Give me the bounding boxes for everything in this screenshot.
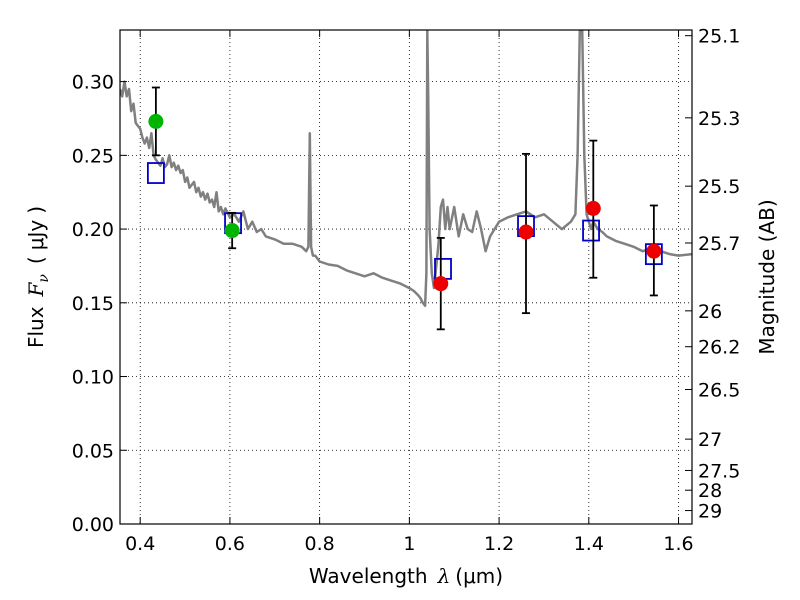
y2-tick-label: 29 [698,501,722,523]
observed-flux-point [433,276,449,292]
y-axis-flux-symbol: F [24,281,48,297]
x-axis-lambda-symbol: λ [437,564,451,588]
y2-tick-label: 27.5 [698,460,740,482]
x-tick-label: 0.6 [215,533,245,555]
x-axis-label: Wavelength λ (μm) [309,564,503,588]
x-tick-label: 1.2 [484,533,514,555]
y2-tick-label: 25.1 [698,26,740,48]
y2-tick-label: 25.3 [698,108,740,130]
observed-flux-point [224,223,240,239]
x-tick-label: 1.6 [663,533,693,555]
y-axis-label-prefix: Flux [24,306,48,348]
y2-tick-label: 25.5 [698,176,740,198]
plot-area [120,30,692,331]
y-axis-close-paren: ) [24,206,48,214]
y-tick-label: 0.25 [72,145,114,167]
y-tick-label: 0.10 [72,367,114,389]
y-tick-label: 0.05 [72,440,114,462]
y2-tick-label: 25.7 [698,233,740,255]
x-tick-label: 0.4 [125,533,155,555]
y-tick-label: 0.00 [72,514,114,536]
plot-frame [119,29,693,525]
y2-tick-label: 28 [698,480,722,502]
y-tick-label: 0.30 [72,72,114,94]
y-axis-unit: μJy [24,220,48,251]
model-band-marker [582,219,600,242]
model-spectrum-line [120,30,692,308]
y2-tick-label: 27 [698,429,722,451]
x-axis-label-prefix: Wavelength [309,564,428,588]
data-layer [120,30,692,331]
observed-flux-point [585,200,601,216]
y-tick-label: 0.20 [72,219,114,241]
y-axis-open-paren: ( [24,256,48,264]
y2-tick-label: 26 [698,301,722,323]
x-axis-unit: (μm) [455,564,503,588]
x-tick-label: 0.8 [305,533,335,555]
x-tick-label: 1.4 [574,533,604,555]
observed-flux-point [646,243,662,259]
y-axis-label: Flux Fν ( μJy) [24,206,52,348]
x-tick-label: 1 [403,533,415,555]
y-axis-nu-subscript: ν [36,274,52,283]
y-tick-label: 0.15 [72,293,114,315]
y2-tick-label: 26.2 [698,337,740,359]
observed-flux-point [148,113,164,129]
observed-flux-point [518,224,534,240]
y2-tick-label: 26.5 [698,380,740,402]
y2-axis-label: Magnitude (AB) [755,199,779,354]
axis-ticks: 0.4 0.6 0.8 1 1.2 1.4 1.6 0.00 0.05 0.10 0.15 0.20 0… [72,26,741,555]
model-band-marker [146,162,165,184]
